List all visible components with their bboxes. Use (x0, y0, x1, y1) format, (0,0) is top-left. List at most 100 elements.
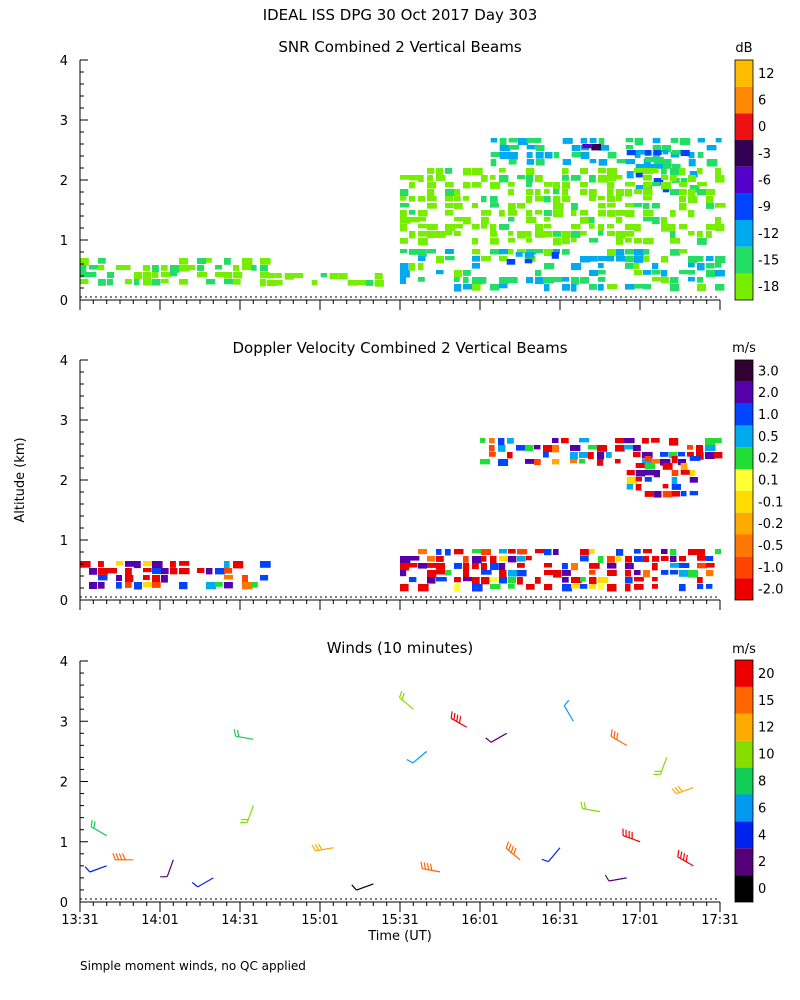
heatmap-cell (706, 256, 714, 262)
heatmap-cell (400, 277, 407, 284)
heatmap-cell (242, 582, 253, 590)
colorbar-label: 10 (758, 748, 775, 763)
heatmap-cell (472, 584, 483, 592)
barb-flag (505, 841, 510, 849)
heatmap-cell (715, 203, 726, 208)
colorbar-label: 2 (758, 855, 766, 870)
heatmap-cell (463, 563, 470, 571)
heatmap-cell (427, 570, 437, 578)
y-tick-label: 4 (60, 54, 68, 69)
colorbar-frame (734, 659, 754, 903)
colorbar-swatch (735, 246, 753, 274)
heatmap-cell (669, 452, 678, 459)
heatmap-cell (661, 217, 667, 225)
colorbar-label: 1.0 (758, 408, 779, 423)
heatmap-cell (642, 438, 649, 444)
heatmap-cell (688, 277, 695, 282)
heatmap-cell (697, 284, 706, 292)
heatmap-cell (543, 452, 549, 458)
barb-flag (613, 731, 616, 739)
heatmap-cell (598, 175, 608, 183)
heatmap-cell (427, 249, 436, 254)
wind-barbs (84, 690, 694, 891)
heatmap-cell (418, 196, 426, 202)
colorbar-swatch (735, 381, 753, 404)
heatmap-cell (544, 563, 552, 568)
heatmap-cell (134, 272, 143, 280)
heatmap-cell (679, 249, 688, 254)
heatmap-cell (706, 584, 713, 589)
colorbar-label: 20 (758, 667, 775, 682)
heatmap-cell (643, 182, 652, 189)
wind-barb (84, 865, 107, 873)
heatmap-cell (535, 577, 541, 584)
colorbar-swatch (735, 425, 753, 448)
heatmap-cell (409, 196, 415, 202)
colorbar-swatch (735, 848, 753, 876)
heatmap-cell (571, 175, 581, 181)
colorbar-label: -3 (758, 147, 771, 162)
heatmap-cell (706, 263, 715, 269)
heatmap-cell (242, 258, 253, 266)
heatmap-cell (616, 238, 624, 245)
heatmap-cell (562, 570, 571, 576)
heatmap-cell (526, 210, 533, 217)
heatmap-cell (535, 231, 546, 238)
heatmap-cell (635, 164, 645, 169)
heatmap-cell (427, 563, 438, 568)
heatmap-cell (616, 549, 624, 556)
colorbar-swatch (735, 821, 753, 849)
heatmap-cell (224, 258, 231, 265)
heatmap-cell (643, 203, 650, 209)
heatmap-cell (616, 189, 625, 197)
heatmap-cell (553, 189, 560, 195)
heatmap-cell (498, 445, 506, 452)
heatmap-cell (463, 277, 469, 284)
heatmap-cell (499, 145, 511, 152)
heatmap-cell (490, 284, 500, 291)
heatmap-cell (634, 556, 643, 562)
heatmap-cell (544, 570, 554, 576)
heatmap-cell (516, 445, 527, 451)
heatmap-cell (589, 175, 596, 183)
heatmap-cell (544, 231, 553, 238)
heatmap-cell (481, 556, 487, 562)
heatmap-cell (400, 238, 408, 244)
heatmap-cell (571, 284, 577, 292)
heatmap-cell (498, 438, 505, 446)
heatmap-cell (661, 159, 672, 167)
heatmap-cell (445, 249, 454, 254)
heatmap-cell (481, 196, 487, 203)
heatmap-cell (197, 258, 207, 264)
heatmap-cell (526, 196, 533, 204)
heatmap-cell (445, 224, 456, 231)
heatmap-cell (427, 189, 435, 197)
heatmap-cell (688, 549, 699, 556)
heatmap-cell (706, 570, 714, 577)
heatmap-cell (670, 138, 679, 143)
heatmap-cell (571, 238, 577, 243)
heatmap-cell (679, 189, 687, 195)
heatmap-cell (679, 570, 690, 577)
heatmap-cell (589, 563, 600, 569)
colorbar-label: -12 (758, 227, 779, 242)
heatmap-cell (715, 217, 722, 225)
heatmap-cell (661, 570, 669, 575)
heatmap-cell (544, 249, 553, 256)
heatmap-cell (400, 189, 409, 197)
heatmap-cell (624, 445, 634, 450)
wind-barb (351, 883, 374, 891)
heatmap-cell (125, 568, 132, 576)
heatmap-cell (625, 145, 634, 150)
heatmap-cell (320, 273, 328, 278)
heatmap-cell (706, 159, 718, 167)
colorbar-label: -15 (758, 254, 779, 269)
heatmap-cell (571, 210, 577, 216)
heatmap-cell (224, 575, 233, 580)
heatmap-cell (80, 258, 89, 266)
y-tick-label: 2 (60, 474, 68, 489)
heatmap-cell (499, 152, 510, 159)
heatmap-cell (670, 168, 681, 176)
colorbar-unit: dB (735, 41, 752, 56)
heatmap-cell (454, 217, 465, 222)
